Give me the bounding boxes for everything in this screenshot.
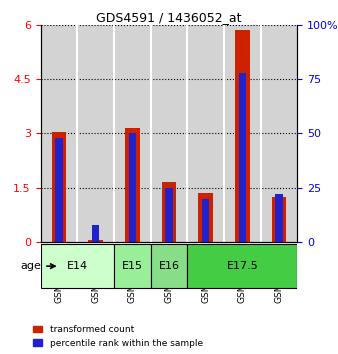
Bar [88, 240, 103, 242]
Bar [55, 138, 63, 242]
Bar [275, 194, 283, 242]
Bar [198, 193, 213, 242]
Bar [129, 133, 136, 242]
Bar [261, 25, 297, 242]
Bar [165, 188, 173, 242]
FancyBboxPatch shape [114, 244, 151, 288]
Bar [151, 25, 187, 242]
Bar [88, 240, 103, 242]
Bar [52, 132, 66, 242]
Bar [162, 182, 176, 242]
Text: E15: E15 [122, 261, 143, 271]
Text: E16: E16 [159, 261, 179, 271]
Bar [272, 197, 286, 242]
Text: E14: E14 [67, 261, 88, 271]
Bar [239, 73, 246, 242]
Bar [202, 199, 209, 242]
Bar [162, 182, 176, 242]
Text: age: age [20, 261, 55, 271]
Bar [125, 128, 140, 242]
Bar [224, 25, 261, 242]
Bar [198, 193, 213, 242]
Bar [187, 25, 224, 242]
FancyBboxPatch shape [187, 244, 297, 288]
Legend: transformed count, percentile rank within the sample: transformed count, percentile rank withi… [31, 323, 204, 349]
Bar [239, 73, 246, 242]
Bar [92, 225, 99, 242]
Bar [235, 30, 250, 242]
Bar [202, 199, 209, 242]
Title: GDS4591 / 1436052_at: GDS4591 / 1436052_at [96, 11, 242, 24]
Bar [52, 132, 66, 242]
Bar [92, 225, 99, 242]
Text: E17.5: E17.5 [226, 261, 258, 271]
Bar [125, 128, 140, 242]
Bar [77, 25, 114, 242]
Bar [41, 25, 77, 242]
FancyBboxPatch shape [41, 244, 114, 288]
Bar [235, 30, 250, 242]
Bar [129, 133, 136, 242]
Bar [55, 138, 63, 242]
Bar [272, 197, 286, 242]
FancyBboxPatch shape [151, 244, 187, 288]
Bar [114, 25, 151, 242]
Bar [275, 194, 283, 242]
Bar [165, 188, 173, 242]
